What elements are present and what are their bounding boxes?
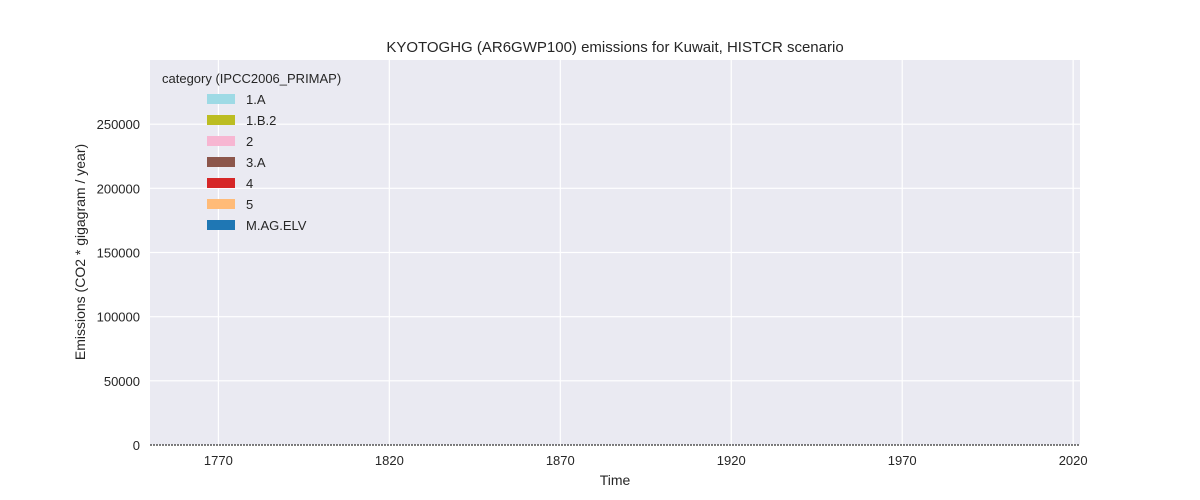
x-tick-label: 1920 xyxy=(717,453,746,468)
x-tick-label: 2020 xyxy=(1059,453,1088,468)
y-tick-label: 100000 xyxy=(97,310,140,325)
y-tick-label: 0 xyxy=(133,438,140,453)
legend-label: 3.A xyxy=(246,155,266,170)
y-axis-label: Emissions (CO2 * gigagram / year) xyxy=(72,144,88,360)
legend-swatch xyxy=(207,157,235,167)
x-axis-label: Time xyxy=(600,472,631,488)
x-tick-label: 1820 xyxy=(375,453,404,468)
legend-swatch xyxy=(207,115,235,125)
legend-label: 1.A xyxy=(246,92,266,107)
y-tick-label: 200000 xyxy=(97,181,140,196)
y-tick-label: 50000 xyxy=(104,374,140,389)
legend-label: 1.B.2 xyxy=(246,113,276,128)
chart-title: KYOTOGHG (AR6GWP100) emissions for Kuwai… xyxy=(386,39,843,56)
y-axis-ticks: 0 50000 100000 150000 200000 250000 xyxy=(97,117,140,453)
legend-swatch xyxy=(207,94,235,104)
legend-label: M.AG.ELV xyxy=(246,218,307,233)
legend-swatch xyxy=(207,136,235,146)
legend-swatch xyxy=(207,178,235,188)
legend-swatch xyxy=(207,199,235,209)
x-tick-label: 1770 xyxy=(204,453,233,468)
x-tick-label: 1870 xyxy=(546,453,575,468)
x-tick-label: 1970 xyxy=(888,453,917,468)
x-axis-ticks: 1770 1820 1870 1920 1970 2020 xyxy=(204,453,1088,468)
legend-title: category (IPCC2006_PRIMAP) xyxy=(162,71,341,86)
legend-label: 2 xyxy=(246,134,253,149)
legend-label: 5 xyxy=(246,197,253,212)
legend-label: 4 xyxy=(246,176,253,191)
legend: category (IPCC2006_PRIMAP) 1.A 1.B.2 2 3.A 4… xyxy=(162,71,341,233)
y-tick-label: 250000 xyxy=(97,117,140,132)
y-tick-label: 150000 xyxy=(97,246,140,261)
legend-swatch xyxy=(207,220,235,230)
